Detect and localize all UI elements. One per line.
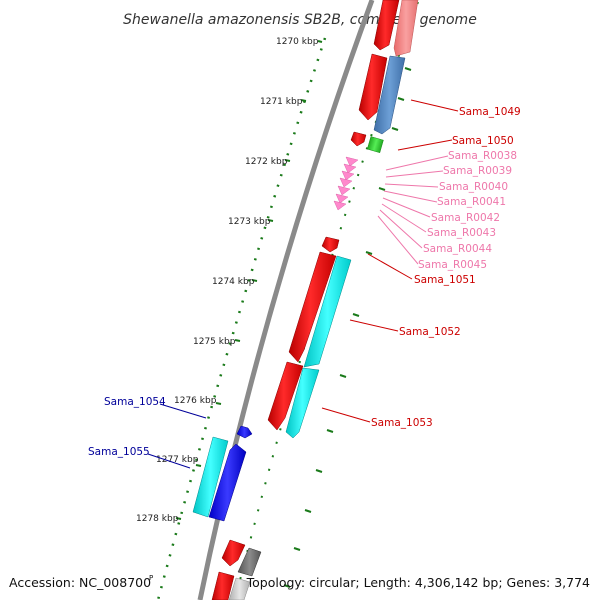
gene-label-sama-r0045[interactable]: Sama_R0045 bbox=[418, 259, 487, 271]
cds-arrow[interactable] bbox=[211, 571, 235, 600]
scale-ruler-line bbox=[156, 37, 327, 600]
gene-label-sama-1052[interactable]: Sama_1052 bbox=[399, 326, 461, 338]
outer-feature-track bbox=[192, 425, 253, 522]
cds-arrow[interactable] bbox=[393, 0, 419, 57]
cds-arrow[interactable] bbox=[267, 361, 304, 431]
topology-text: Topology: circular; Length: 4,306,142 bp… bbox=[246, 575, 590, 590]
trna-marker[interactable] bbox=[335, 193, 349, 204]
gene-label-sama-r0044[interactable]: Sama_R0044 bbox=[423, 243, 492, 255]
cds-arrow[interactable] bbox=[237, 547, 262, 577]
gene-label-sama-1051[interactable]: Sama_1051 bbox=[414, 274, 476, 286]
gene-label-sama-1053[interactable]: Sama_1053 bbox=[371, 417, 433, 429]
kbp-tick bbox=[175, 517, 182, 520]
forward-cds-track bbox=[211, 0, 400, 600]
kbp-label: 1270 kbp bbox=[276, 37, 319, 47]
gene-label-sama-r0038[interactable]: Sama_R0038 bbox=[448, 150, 517, 162]
cds-arrow[interactable] bbox=[221, 539, 246, 567]
kbp-tick bbox=[267, 219, 274, 222]
trna-marker[interactable] bbox=[341, 170, 355, 181]
blue-arrow[interactable] bbox=[236, 425, 253, 439]
gene-label-sama-r0043[interactable]: Sama_R0043 bbox=[427, 227, 496, 239]
gene-label-sama-1054[interactable]: Sama_1054 bbox=[104, 396, 166, 408]
blue-arrow[interactable] bbox=[208, 443, 247, 522]
gene-label-sama-r0040[interactable]: Sama_R0040 bbox=[439, 181, 508, 193]
cds-arrow[interactable] bbox=[228, 577, 251, 600]
kbp-tick bbox=[234, 339, 241, 342]
kbp-label: 1273 kbp bbox=[228, 217, 271, 227]
kbp-tick bbox=[215, 402, 222, 405]
kbp-tick bbox=[300, 99, 307, 102]
kbp-label: 1278 kbp bbox=[136, 514, 179, 524]
trna-marker[interactable] bbox=[343, 163, 357, 174]
cds-arrow[interactable] bbox=[373, 0, 400, 51]
cds-arrow[interactable] bbox=[285, 367, 320, 439]
kbp-label: 1277 kbp bbox=[156, 455, 199, 465]
cds-arrow[interactable] bbox=[350, 131, 367, 147]
cds-arrow[interactable] bbox=[303, 255, 352, 368]
cds-arrow[interactable] bbox=[373, 55, 406, 135]
trna-marker[interactable] bbox=[345, 156, 359, 167]
reverse-cds-track bbox=[228, 0, 419, 600]
gene-label-sama-r0039[interactable]: Sama_R0039 bbox=[443, 165, 512, 177]
kbp-tick bbox=[317, 40, 323, 43]
trna-marker[interactable] bbox=[339, 177, 353, 188]
trna-marker[interactable] bbox=[337, 185, 351, 196]
cds-arrow[interactable] bbox=[288, 251, 337, 363]
gene-label-sama-1049[interactable]: Sama_1049 bbox=[459, 106, 521, 118]
inner-ticks bbox=[283, 67, 412, 588]
gene-label-sama-1055[interactable]: Sama_1055 bbox=[88, 446, 150, 458]
cds-arrow[interactable] bbox=[358, 53, 388, 121]
kbp-label: 1274 kbp bbox=[212, 277, 255, 287]
kbp-tick bbox=[251, 279, 258, 282]
accession-superscript: P bbox=[149, 574, 153, 582]
kbp-tick bbox=[195, 464, 202, 467]
gene-label-sama-1050[interactable]: Sama_1050 bbox=[452, 135, 514, 147]
kbp-label: 1276 kbp bbox=[174, 396, 217, 406]
cds-arrow[interactable] bbox=[321, 236, 340, 253]
kbp-label: 1272 kbp bbox=[245, 157, 288, 167]
trna-marker[interactable] bbox=[333, 200, 347, 211]
callout-lines bbox=[147, 99, 459, 469]
trna-cluster bbox=[333, 156, 359, 211]
kbp-label: 1275 kbp bbox=[193, 337, 236, 347]
kbp-label: 1271 kbp bbox=[260, 97, 303, 107]
gene-label-sama-r0041[interactable]: Sama_R0041 bbox=[437, 196, 506, 208]
accession-text: Accession: NC_008700 bbox=[9, 575, 151, 590]
kbp-tick bbox=[284, 159, 291, 162]
rrna-gene[interactable] bbox=[366, 136, 384, 153]
gene-label-sama-r0042[interactable]: Sama_R0042 bbox=[431, 212, 500, 224]
cyan-block[interactable] bbox=[192, 436, 229, 518]
kbp-scale: 1270 kbp 1271 kbp 1272 kbp 1273 kbp 1274… bbox=[136, 37, 323, 524]
gene-labels: Sama_1049 Sama_1050 Sama_R0038 Sama_R003… bbox=[88, 106, 521, 458]
map-title: Shewanella amazonensis SB2B, complete ge… bbox=[123, 12, 477, 28]
